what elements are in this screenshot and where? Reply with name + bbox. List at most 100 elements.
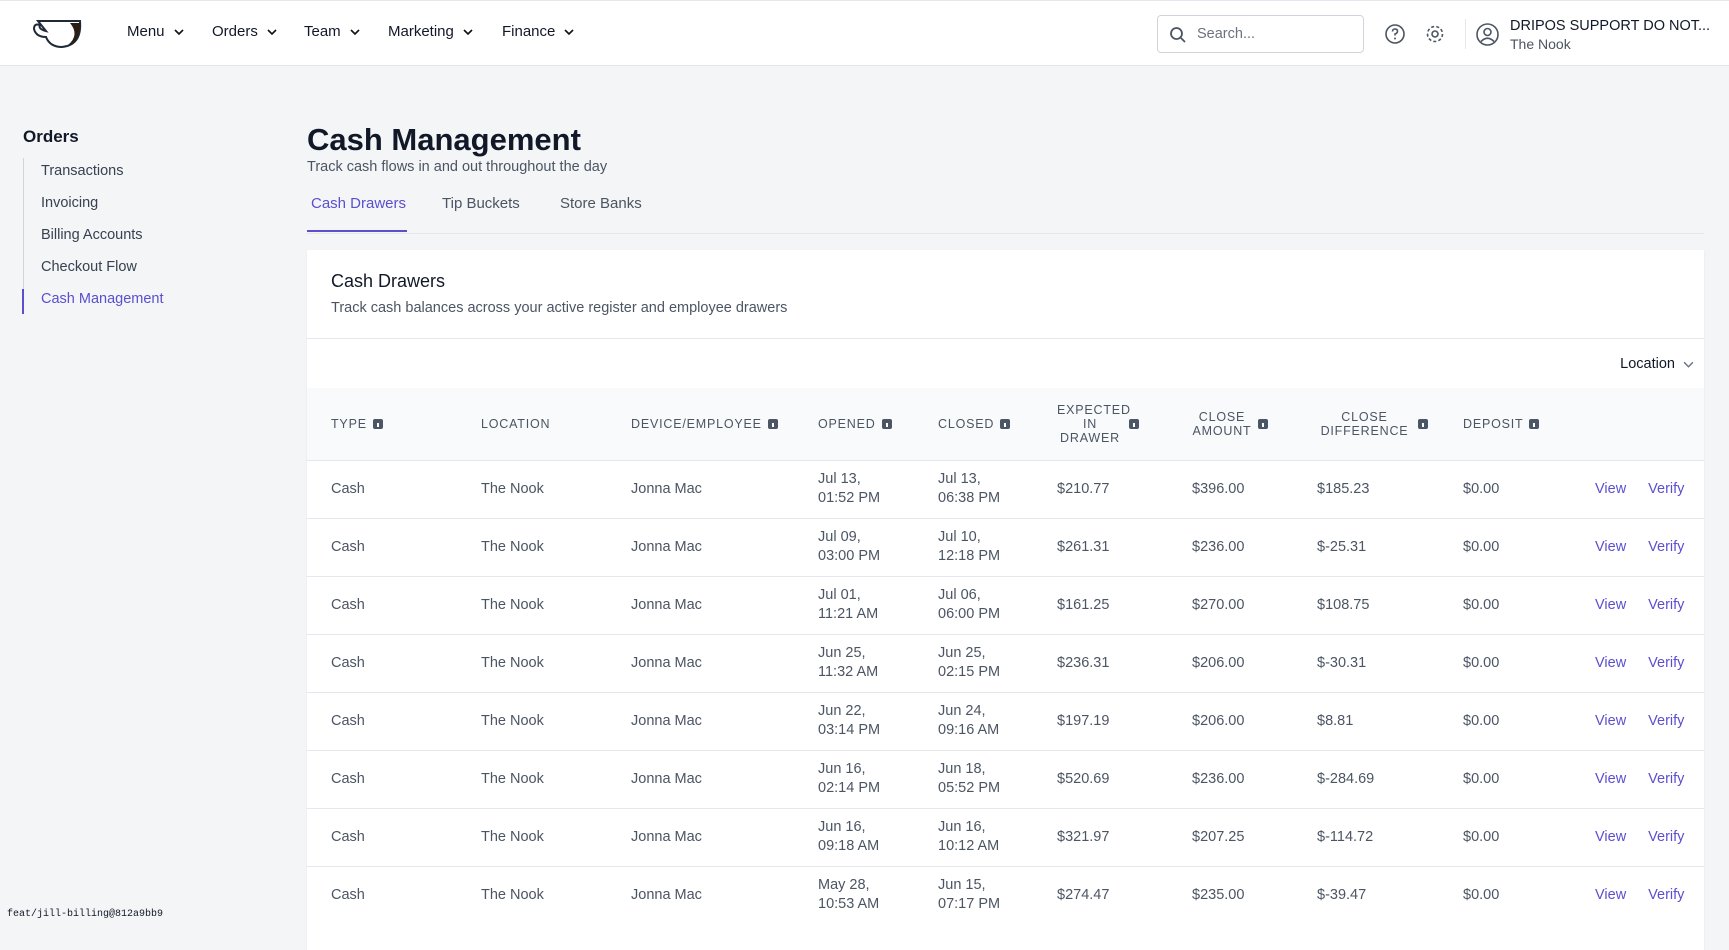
sidebar-link[interactable]: Cash Management — [41, 291, 164, 307]
logo[interactable] — [30, 15, 86, 51]
view-link[interactable]: View — [1595, 538, 1627, 555]
column-header: LOCATION — [481, 388, 631, 460]
header-text: LOCATION — [481, 416, 551, 431]
cell-line: Jun 16, — [938, 819, 986, 835]
page-title: Cash Management — [307, 122, 581, 157]
nav-label: Marketing — [388, 23, 454, 40]
cell: Jul 13, 01:52 PM — [818, 459, 938, 518]
cell: Jun 25, 02:15 PM — [938, 633, 1057, 692]
header-text: CLOSE DIFFERENCE — [1320, 409, 1409, 438]
verify-link[interactable]: Verify — [1648, 770, 1685, 787]
cell: $-30.31 — [1317, 633, 1463, 692]
cell: $161.25 — [1057, 575, 1192, 634]
nav-menu[interactable]: Menu — [127, 23, 184, 40]
cell: Cash — [331, 691, 481, 750]
cell-line: 02:15 PM — [938, 664, 1001, 680]
cell-line: 05:52 PM — [938, 780, 1001, 796]
cell: Cash — [331, 749, 481, 808]
cell: $-25.31 — [1317, 517, 1463, 576]
view-link[interactable]: View — [1595, 770, 1627, 787]
header-text: CLOSED — [938, 416, 995, 431]
actions: View Verify — [1573, 807, 1704, 866]
cell: Jun 24, 09:16 AM — [938, 691, 1057, 750]
card-title: Cash Drawers — [331, 271, 446, 291]
column-header: CLOSE DIFFERENCE — [1317, 388, 1463, 460]
settings-icon[interactable] — [1424, 23, 1446, 45]
cell: May 28, 10:53 AM — [818, 865, 938, 924]
nav-team[interactable]: Team — [304, 23, 360, 40]
cell: $270.00 — [1192, 575, 1317, 634]
tab[interactable]: Tip Buckets — [442, 195, 520, 212]
column-header: OPENED — [818, 388, 938, 460]
spacer — [307, 749, 331, 808]
tab[interactable]: Cash Drawers — [311, 195, 407, 212]
tab-underline — [307, 230, 407, 232]
header-text: DEPOSIT — [1463, 416, 1524, 431]
cell: Jun 16, 09:18 AM — [818, 807, 938, 866]
cell: $520.69 — [1057, 749, 1192, 808]
verify-link[interactable]: Verify — [1648, 480, 1685, 497]
nav-finance[interactable]: Finance — [502, 23, 574, 40]
actions: View Verify — [1573, 575, 1704, 634]
sidebar-link[interactable]: Billing Accounts — [41, 227, 143, 243]
cell: $274.47 — [1057, 865, 1192, 924]
nav-marketing[interactable]: Marketing — [388, 23, 473, 40]
verify-link[interactable]: Verify — [1648, 886, 1685, 903]
cell: Jul 06, 06:00 PM — [938, 575, 1057, 634]
sidebar-link[interactable]: Invoicing — [41, 195, 99, 211]
cell: Jul 01, 11:21 AM — [818, 575, 938, 634]
cell: $210.77 — [1057, 459, 1192, 518]
sidebar-link[interactable]: Transactions — [41, 163, 124, 179]
view-link[interactable]: View — [1595, 654, 1627, 671]
verify-link[interactable]: Verify — [1648, 538, 1685, 555]
view-link[interactable]: View — [1595, 886, 1627, 903]
cell: The Nook — [481, 459, 631, 518]
location-filter[interactable]: Location — [1620, 356, 1694, 372]
cell-line: 12:18 PM — [938, 548, 1001, 564]
verify-link[interactable]: Verify — [1648, 654, 1685, 671]
cell: $207.25 — [1192, 807, 1317, 866]
view-link[interactable]: View — [1595, 480, 1627, 497]
cell: $236.00 — [1192, 517, 1317, 576]
cell: Jonna Mac — [631, 517, 818, 576]
tab-border — [307, 233, 1704, 234]
view-link[interactable]: View — [1595, 712, 1627, 729]
view-link[interactable]: View — [1595, 596, 1627, 613]
cell-line: Jun 22, — [818, 703, 866, 719]
cell-line: Jul 13, — [818, 471, 861, 487]
actions: View Verify — [1573, 459, 1704, 518]
cell: $185.23 — [1317, 459, 1463, 518]
verify-link[interactable]: Verify — [1648, 828, 1685, 845]
cell: $108.75 — [1317, 575, 1463, 634]
spacer — [307, 807, 331, 866]
actions: View Verify — [1573, 633, 1704, 692]
search-box[interactable]: Search... — [1157, 15, 1364, 53]
sidebar-link[interactable]: Checkout Flow — [41, 259, 137, 275]
cell-line: Jun 18, — [938, 761, 986, 777]
spacer — [307, 633, 331, 692]
cell: Jonna Mac — [631, 633, 818, 692]
cell-line: Jul 13, — [938, 471, 981, 487]
user-name[interactable]: DRIPOS SUPPORT DO NOT... — [1510, 18, 1711, 34]
cash-drawers-table: TYPE LOCATION DEVICE/EMPLOYEE OPENED CLO… — [307, 388, 1704, 924]
nav-orders[interactable]: Orders — [212, 23, 277, 40]
cell: $-39.47 — [1317, 865, 1463, 924]
view-link[interactable]: View — [1595, 828, 1627, 845]
cell: Jonna Mac — [631, 865, 818, 924]
user-icon[interactable] — [1475, 22, 1500, 47]
cell-line: Jun 16, — [818, 761, 866, 777]
tab[interactable]: Store Banks — [560, 195, 642, 212]
column-header: CLOSED — [938, 388, 1057, 460]
verify-link[interactable]: Verify — [1648, 596, 1685, 613]
nav-label: Menu — [127, 23, 165, 40]
cell-line: 06:38 PM — [938, 490, 1001, 506]
help-icon[interactable] — [1384, 23, 1406, 45]
verify-link[interactable]: Verify — [1648, 712, 1685, 729]
spacer — [307, 517, 331, 576]
spacer — [307, 865, 331, 924]
cell: Cash — [331, 865, 481, 924]
nav-label: Finance — [502, 23, 556, 40]
header-row: TYPE LOCATION DEVICE/EMPLOYEE OPENED CLO… — [307, 388, 1704, 460]
cell: Jonna Mac — [631, 575, 818, 634]
cell: Jonna Mac — [631, 459, 818, 518]
